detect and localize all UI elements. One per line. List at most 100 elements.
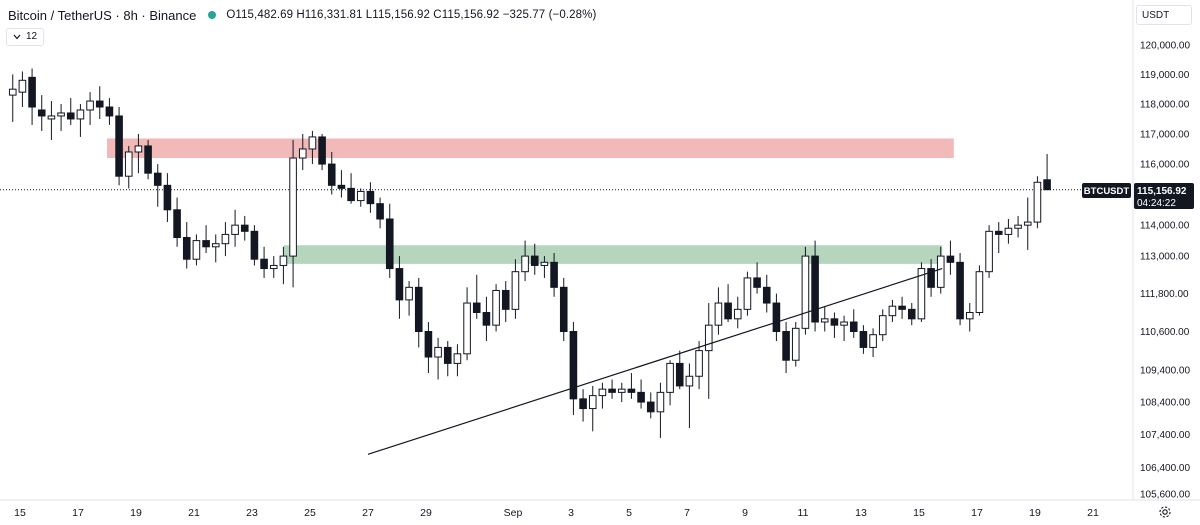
candle	[994, 222, 1003, 254]
candle-body	[965, 312, 974, 320]
candle-body	[221, 233, 230, 245]
candle	[811, 240, 819, 332]
candle	[405, 281, 413, 316]
candle	[936, 246, 945, 294]
candle-body	[782, 331, 790, 361]
candle-body	[762, 286, 771, 304]
date-tick-label: 17	[971, 507, 983, 519]
currency-label: USDT	[1142, 10, 1170, 21]
candle	[598, 382, 607, 409]
candle	[656, 382, 665, 438]
candle	[182, 222, 191, 269]
gear-icon[interactable]	[1158, 505, 1172, 519]
candle-body	[8, 88, 17, 96]
candle-body	[888, 305, 897, 317]
candle-body	[840, 321, 848, 326]
candle-body	[337, 184, 346, 189]
date-tick-label: 11	[798, 507, 809, 519]
trendline[interactable]	[367, 267, 943, 455]
candle-body	[859, 331, 868, 348]
candle	[540, 256, 549, 278]
candle-body	[588, 395, 597, 410]
candle-body	[695, 350, 703, 377]
candle	[8, 74, 17, 122]
candle	[617, 382, 626, 403]
candle-body	[994, 230, 1003, 235]
candle	[308, 130, 317, 165]
candle-body	[76, 109, 85, 120]
candle-body	[608, 388, 616, 393]
candle	[472, 274, 481, 319]
candle-body	[492, 289, 500, 326]
candle	[743, 271, 752, 316]
candle-body	[153, 172, 162, 186]
candle	[724, 284, 732, 322]
candle-body	[733, 308, 742, 320]
candle	[211, 234, 220, 263]
last-price-badge-value: 115,156.92	[1137, 186, 1187, 197]
date-tick-label: 27	[362, 507, 374, 519]
candle	[801, 246, 810, 335]
price-tick-label: 119,000.00	[1140, 70, 1190, 81]
candle-body	[86, 100, 94, 111]
date-tick-label: 5	[626, 507, 632, 519]
candle	[86, 92, 94, 125]
candle-body	[366, 190, 375, 205]
candle-body	[182, 237, 191, 260]
date-tick-label: 15	[14, 507, 26, 519]
candle	[791, 321, 800, 367]
candle-body	[1033, 181, 1042, 223]
time-axis[interactable]: 15 17 19 21 23 25 27 29 Sep 3 5 7 9 11 13 15 17 19 21	[0, 499, 1200, 519]
candle	[559, 277, 568, 342]
candle-body	[627, 388, 636, 393]
date-tick-label: Sep	[504, 507, 523, 519]
price-tick-label: 120,000.00	[1140, 41, 1190, 52]
price-axis[interactable]: 120,000.00 119,000.00 118,000.00 117,000.00…	[1140, 41, 1190, 501]
candle	[975, 265, 984, 316]
candle	[318, 133, 326, 171]
candle-body	[550, 261, 558, 288]
candle	[492, 284, 500, 332]
candle-body	[936, 255, 945, 288]
candle-body	[791, 327, 800, 361]
candle	[202, 225, 210, 254]
zone-support[interactable]	[283, 245, 943, 264]
candle-body	[443, 346, 452, 364]
candle	[337, 170, 346, 198]
candle	[637, 379, 645, 409]
candle	[443, 341, 452, 377]
symbol-tag-label: BTCUSDT	[1084, 186, 1130, 197]
date-tick-label: 19	[130, 507, 142, 519]
indicators-toggle[interactable]: 12	[6, 28, 45, 46]
candle-body	[637, 391, 645, 403]
candle-body	[115, 115, 123, 177]
price-tick-label: 114,000.00	[1140, 221, 1190, 232]
last-price-badge: 115,156.92 04:24:22	[1134, 183, 1194, 209]
candle-body	[144, 145, 152, 174]
candle-body	[298, 148, 307, 159]
zone-resistance[interactable]	[107, 138, 954, 159]
currency-button[interactable]: USDT	[1136, 5, 1192, 25]
candle-body	[37, 109, 46, 117]
symbol-title[interactable]: Bitcoin / TetherUS · 8h · Binance	[8, 7, 197, 23]
candle	[898, 296, 906, 319]
candle	[66, 98, 75, 125]
countdown-label: 04:24:22	[1137, 198, 1176, 209]
candle-body	[666, 362, 674, 393]
candles-layer	[8, 68, 1051, 438]
candle-body	[753, 277, 761, 288]
candle-body	[318, 136, 326, 165]
candle-body	[1004, 227, 1013, 235]
chart-header: Bitcoin / TetherUS · 8h · Binance O115,4…	[8, 5, 596, 25]
candle-body	[569, 331, 578, 400]
candle	[298, 133, 307, 171]
candle	[115, 107, 123, 186]
symbol-tag: BTCUSDT	[1082, 183, 1131, 198]
candle	[192, 234, 201, 266]
candle-body	[463, 302, 471, 355]
candle	[946, 240, 955, 275]
candle	[956, 253, 964, 326]
candle-body	[704, 324, 713, 352]
candle	[569, 321, 578, 416]
